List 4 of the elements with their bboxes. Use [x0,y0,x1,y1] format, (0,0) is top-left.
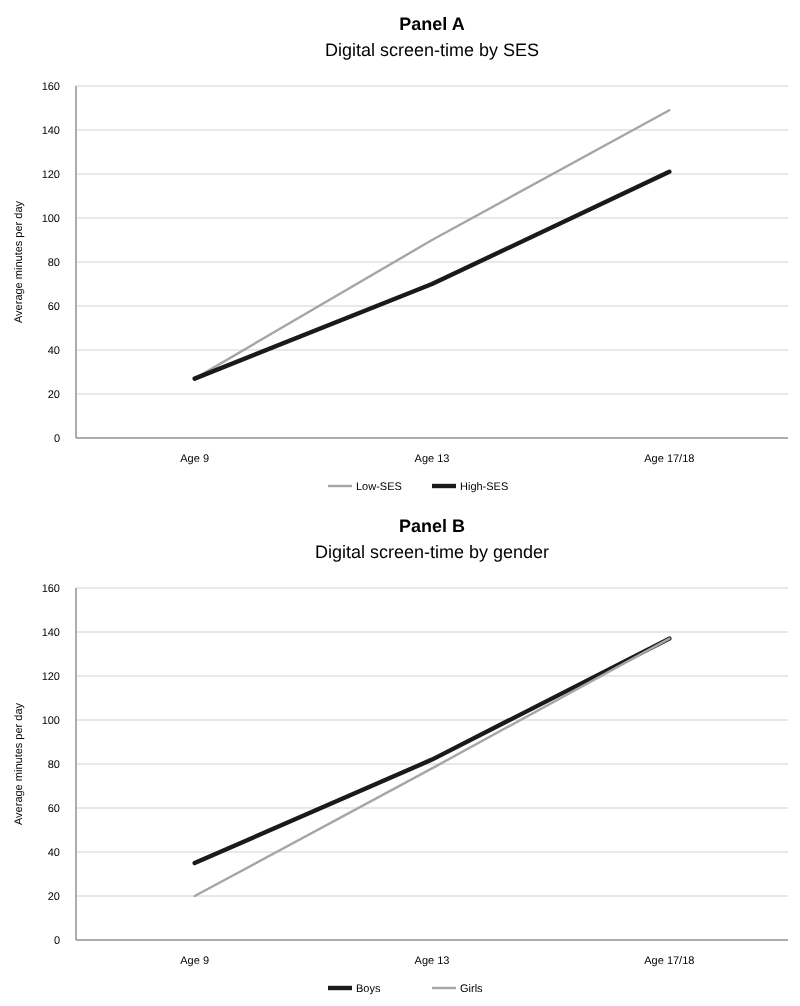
chart-subtitle: Digital screen-time by SES [324,40,540,60]
chart-title: Panel A [399,14,466,34]
chart-title: Panel B [398,516,467,536]
chart-subtitle: Digital screen-time by gender [314,542,550,562]
